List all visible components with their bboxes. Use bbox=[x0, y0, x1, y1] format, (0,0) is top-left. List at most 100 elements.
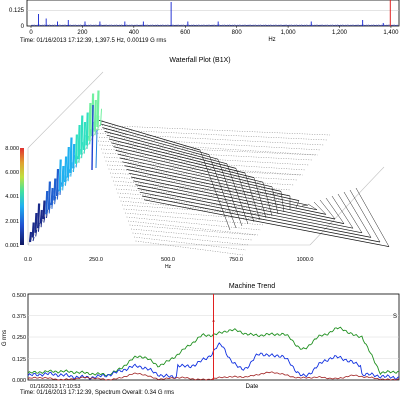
waterfall-order-line bbox=[319, 199, 336, 220]
waterfall-scatter bbox=[97, 140, 319, 156]
waterfall-order-line bbox=[337, 193, 363, 233]
spectrum-xunit: Hz bbox=[268, 37, 275, 43]
trend-right-marker: S bbox=[393, 314, 397, 320]
waterfall-order-line bbox=[100, 123, 210, 155]
waterfall-trace bbox=[85, 112, 89, 146]
waterfall-xunit: Hz bbox=[165, 264, 172, 270]
waterfall-order-line bbox=[343, 191, 372, 238]
waterfall-peak-trace bbox=[91, 104, 94, 171]
waterfall-scatter bbox=[135, 240, 244, 256]
spectrum-xtick: 800 bbox=[232, 30, 243, 36]
waterfall-order-line bbox=[307, 203, 318, 211]
spectrum-xtick: 200 bbox=[77, 30, 88, 36]
waterfall-frame bbox=[27, 71, 385, 246]
spectrum-xtick: 1,400 bbox=[383, 30, 399, 36]
waterfall-trace bbox=[74, 134, 78, 164]
waterfall-order-line bbox=[325, 197, 345, 224]
spectrum-xtick: 400 bbox=[129, 30, 140, 36]
waterfall-ytick: 0.001 bbox=[5, 243, 19, 249]
spectrum-xaxis: 0 200 400 600 800 1,000 1,200 1,400 bbox=[29, 26, 399, 36]
waterfall-trace bbox=[82, 121, 87, 151]
waterfall-scatter bbox=[94, 132, 325, 146]
waterfall-order-line bbox=[104, 131, 228, 165]
waterfall-order-line bbox=[97, 119, 201, 151]
waterfall-scatter bbox=[126, 216, 262, 231]
waterfall-trace bbox=[100, 108, 102, 127]
waterfall-section: Waterfall Plot (B1X) bbox=[0, 50, 400, 272]
waterfall-order-line bbox=[113, 146, 264, 183]
waterfall-xtick: 1000.0 bbox=[297, 257, 314, 263]
waterfall-traces bbox=[28, 90, 102, 243]
waterfall-order-line bbox=[355, 187, 390, 247]
waterfall-plot[interactable]: Waterfall Plot (B1X) bbox=[0, 50, 400, 272]
waterfall-trace bbox=[96, 90, 100, 128]
waterfall-order-line bbox=[135, 184, 354, 229]
waterfall-scatter bbox=[132, 232, 250, 246]
waterfall-scatter bbox=[130, 228, 253, 241]
waterfall-order-line bbox=[117, 153, 282, 192]
waterfall-order-line bbox=[128, 172, 327, 215]
trend-ytick: 0.375 bbox=[12, 314, 26, 320]
waterfall-trace bbox=[47, 181, 51, 210]
waterfall-trace bbox=[93, 99, 97, 132]
waterfall-scatter bbox=[117, 192, 280, 206]
waterfall-trace bbox=[45, 190, 49, 215]
trend-ytick: 0.500 bbox=[12, 293, 26, 299]
waterfall-trace bbox=[66, 146, 70, 178]
trend-start-label: 01/16/2013 17:10:53 bbox=[30, 384, 80, 390]
spectrum-readout: Time: 01/16/2013 17:12:39, 1,397.5 Hz, 0… bbox=[20, 38, 167, 44]
waterfall-scatter bbox=[114, 184, 286, 196]
waterfall-order-line bbox=[124, 165, 309, 206]
waterfall-scatter bbox=[115, 188, 283, 201]
trend-title: Machine Trend bbox=[229, 283, 275, 290]
waterfall-scatter bbox=[129, 224, 256, 236]
waterfall-order-line bbox=[301, 204, 309, 207]
spectrum-xtick: 600 bbox=[180, 30, 191, 36]
waterfall-xtick: 500.0 bbox=[161, 257, 175, 263]
spectrum-section: 0.125 0 0 200 400 600 800 1,000 1,200 1,400 Hz … bbox=[0, 0, 400, 48]
waterfall-scatter bbox=[112, 180, 289, 196]
trend-plot[interactable]: Machine Trend 0.500 0.375 0.250 0.125 0.… bbox=[0, 278, 400, 400]
waterfall-xtick: 250.0 bbox=[89, 257, 103, 263]
waterfall-order-line bbox=[115, 150, 273, 188]
waterfall-order-line bbox=[108, 138, 246, 174]
trend-ylabel: G rms bbox=[2, 330, 8, 346]
waterfall-title: Waterfall Plot (B1X) bbox=[169, 57, 230, 64]
waterfall-ytick: 8.000 bbox=[5, 146, 19, 152]
waterfall-scatter bbox=[124, 212, 265, 226]
waterfall-trace bbox=[31, 222, 35, 238]
waterfall-scatter bbox=[99, 144, 316, 156]
waterfall-order-line bbox=[106, 134, 237, 169]
waterfall-trace bbox=[61, 165, 65, 187]
trend-ytick: 0.250 bbox=[12, 335, 26, 341]
waterfall-trace bbox=[28, 231, 33, 243]
waterfall-peak-trace bbox=[95, 129, 98, 169]
waterfall-order-line bbox=[119, 157, 291, 197]
waterfall-ytick: 6.000 bbox=[5, 170, 19, 176]
waterfall-order-line bbox=[137, 188, 363, 234]
waterfall-order-line bbox=[139, 191, 372, 238]
waterfall-ytick: 4.001 bbox=[5, 194, 19, 200]
waterfall-order-line bbox=[313, 201, 327, 215]
spectrum-plot-area bbox=[26, 0, 400, 27]
waterfall-trace bbox=[72, 143, 76, 169]
waterfall-order-line bbox=[141, 195, 381, 243]
trend-xlabel: Date bbox=[246, 384, 259, 390]
trend-cursor-label: a bbox=[212, 318, 215, 323]
waterfall-trace bbox=[53, 178, 57, 201]
waterfall-trace bbox=[42, 200, 46, 220]
waterfall-order-line bbox=[133, 180, 345, 224]
waterfall-order-line bbox=[349, 189, 381, 243]
waterfall-trace bbox=[58, 159, 62, 192]
waterfall-order-line bbox=[235, 168, 255, 223]
waterfall-trace bbox=[69, 137, 73, 174]
waterfall-scatter bbox=[123, 208, 268, 221]
spectrum-ytick: 0 bbox=[21, 24, 25, 30]
waterfall-ytick: 2.001 bbox=[5, 219, 19, 225]
waterfall-order-line bbox=[226, 163, 249, 225]
spectrum-xtick: 1,200 bbox=[332, 30, 348, 36]
spectrum-plot[interactable]: 0.125 0 0 200 400 600 800 1,000 1,200 1,400 Hz bbox=[0, 0, 400, 48]
waterfall-scatter bbox=[120, 200, 274, 216]
waterfall-order-line bbox=[130, 176, 336, 220]
spectrum-xtick: 1,000 bbox=[281, 30, 297, 36]
